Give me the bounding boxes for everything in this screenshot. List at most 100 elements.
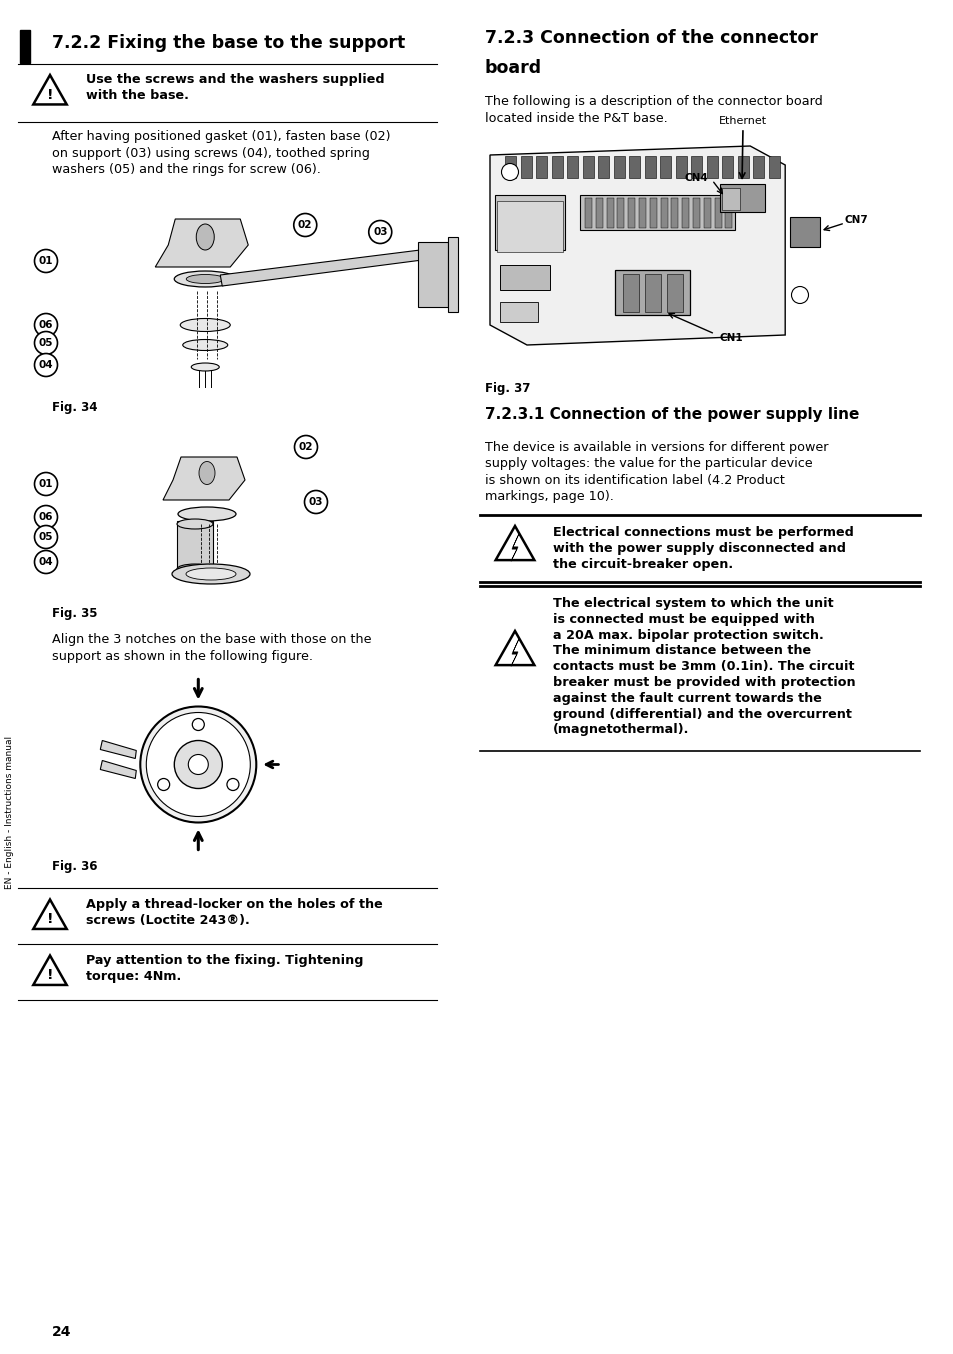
- Bar: [536, 156, 546, 177]
- Text: EN - English - Instructions manual: EN - English - Instructions manual: [6, 735, 14, 890]
- Circle shape: [34, 353, 57, 376]
- Text: The following is a description of the connector board: The following is a description of the co…: [484, 95, 821, 108]
- Bar: [20, 30, 30, 64]
- Bar: [579, 195, 734, 230]
- Text: Use the screws and the washers supplied: Use the screws and the washers supplied: [86, 73, 384, 87]
- Ellipse shape: [183, 340, 228, 351]
- Bar: [417, 242, 448, 307]
- Text: with the power supply disconnected and: with the power supply disconnected and: [553, 542, 845, 555]
- Text: with the base.: with the base.: [86, 89, 189, 102]
- Bar: [720, 184, 764, 213]
- Text: !: !: [47, 913, 53, 926]
- Bar: [675, 156, 686, 177]
- Bar: [448, 237, 457, 311]
- Text: 04: 04: [39, 556, 53, 567]
- Text: 06: 06: [39, 320, 53, 330]
- Text: After having positioned gasket (01), fasten base (02): After having positioned gasket (01), fas…: [52, 130, 390, 144]
- Text: CN7: CN7: [844, 215, 868, 225]
- Bar: [644, 156, 655, 177]
- Bar: [768, 156, 779, 177]
- Bar: [551, 156, 562, 177]
- Polygon shape: [100, 741, 136, 758]
- Text: Fig. 34: Fig. 34: [52, 402, 97, 414]
- Bar: [504, 156, 516, 177]
- Ellipse shape: [177, 565, 213, 574]
- Circle shape: [369, 221, 392, 244]
- Circle shape: [146, 712, 250, 816]
- Ellipse shape: [178, 506, 235, 521]
- Bar: [703, 198, 710, 227]
- Circle shape: [34, 314, 57, 337]
- Ellipse shape: [199, 462, 214, 485]
- Circle shape: [174, 741, 222, 788]
- Bar: [628, 156, 639, 177]
- Text: !: !: [47, 88, 53, 102]
- Bar: [499, 265, 550, 290]
- Bar: [752, 156, 763, 177]
- Text: CN4: CN4: [683, 173, 707, 183]
- Bar: [596, 198, 602, 227]
- Circle shape: [140, 707, 256, 822]
- Polygon shape: [511, 533, 518, 561]
- Text: is shown on its identification label (4.2 Product: is shown on its identification label (4.…: [484, 474, 784, 487]
- Polygon shape: [220, 250, 422, 286]
- Text: 02: 02: [298, 441, 313, 452]
- Ellipse shape: [174, 271, 236, 287]
- Circle shape: [34, 332, 57, 355]
- Text: markings, page 10).: markings, page 10).: [484, 490, 613, 504]
- Bar: [495, 195, 564, 250]
- Text: 01: 01: [39, 256, 53, 265]
- Circle shape: [188, 754, 208, 774]
- Text: 04: 04: [39, 360, 53, 370]
- Circle shape: [304, 490, 327, 513]
- Polygon shape: [496, 631, 534, 665]
- Polygon shape: [490, 146, 784, 345]
- Text: Electrical connections must be performed: Electrical connections must be performed: [553, 525, 853, 539]
- Bar: [520, 156, 531, 177]
- Circle shape: [227, 779, 238, 791]
- Ellipse shape: [196, 223, 214, 250]
- Bar: [690, 156, 701, 177]
- Text: against the fault current towards the: against the fault current towards the: [553, 692, 821, 705]
- Bar: [789, 217, 820, 246]
- Bar: [649, 198, 656, 227]
- Text: The electrical system to which the unit: The electrical system to which the unit: [553, 597, 833, 611]
- Circle shape: [193, 719, 204, 731]
- Text: CN1: CN1: [720, 333, 742, 343]
- Text: 03: 03: [309, 497, 323, 506]
- Bar: [659, 198, 667, 227]
- Text: ground (differential) and the overcurrent: ground (differential) and the overcurren…: [553, 708, 851, 720]
- Polygon shape: [33, 956, 67, 984]
- Bar: [721, 156, 732, 177]
- Text: Align the 3 notches on the base with those on the: Align the 3 notches on the base with tho…: [52, 634, 371, 646]
- Text: Apply a thread-locker on the holes of the: Apply a thread-locker on the holes of th…: [86, 899, 382, 911]
- Bar: [566, 156, 578, 177]
- Polygon shape: [33, 74, 67, 104]
- Ellipse shape: [191, 363, 219, 371]
- Text: washers (05) and the rings for screw (06).: washers (05) and the rings for screw (06…: [52, 162, 320, 176]
- Circle shape: [294, 214, 316, 237]
- Text: 7.2.2 Fixing the base to the support: 7.2.2 Fixing the base to the support: [52, 34, 405, 51]
- Polygon shape: [511, 639, 518, 666]
- Ellipse shape: [186, 567, 235, 580]
- Bar: [606, 198, 613, 227]
- Circle shape: [157, 779, 170, 791]
- Polygon shape: [163, 458, 245, 500]
- Bar: [692, 198, 700, 227]
- Text: 05: 05: [39, 338, 53, 348]
- Bar: [613, 156, 624, 177]
- Ellipse shape: [177, 519, 213, 529]
- Text: is connected must be equipped with: is connected must be equipped with: [553, 613, 814, 626]
- Bar: [737, 156, 748, 177]
- Text: 01: 01: [39, 479, 53, 489]
- Circle shape: [34, 249, 57, 272]
- Text: screws (Loctite 243®).: screws (Loctite 243®).: [86, 914, 250, 927]
- Bar: [721, 188, 740, 210]
- Bar: [639, 198, 645, 227]
- Text: Fig. 37: Fig. 37: [484, 382, 530, 395]
- Text: 06: 06: [39, 512, 53, 523]
- Bar: [622, 274, 639, 311]
- Text: torque: 4Nm.: torque: 4Nm.: [86, 971, 181, 983]
- Text: breaker must be provided with protection: breaker must be provided with protection: [553, 676, 855, 689]
- Circle shape: [501, 164, 518, 180]
